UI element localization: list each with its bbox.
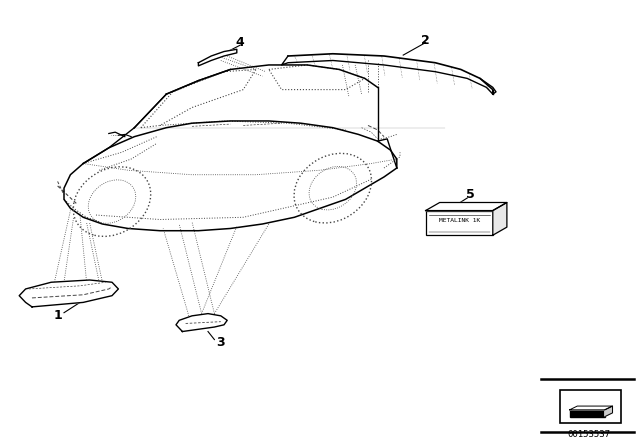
Polygon shape [570, 410, 605, 417]
Bar [560, 390, 621, 423]
Text: 3: 3 [216, 336, 225, 349]
Text: METALINK 1K: METALINK 1K [438, 218, 480, 223]
Bar [426, 211, 493, 235]
Polygon shape [426, 202, 507, 211]
Polygon shape [198, 49, 237, 66]
Text: 1: 1 [53, 309, 62, 323]
Polygon shape [605, 406, 612, 417]
Polygon shape [176, 314, 227, 332]
Polygon shape [493, 202, 507, 235]
Polygon shape [570, 406, 612, 410]
Text: 00153537: 00153537 [567, 430, 611, 439]
Text: 5: 5 [466, 188, 475, 202]
Text: 2: 2 [421, 34, 430, 47]
Text: 4: 4 [236, 36, 244, 49]
Polygon shape [19, 280, 118, 307]
